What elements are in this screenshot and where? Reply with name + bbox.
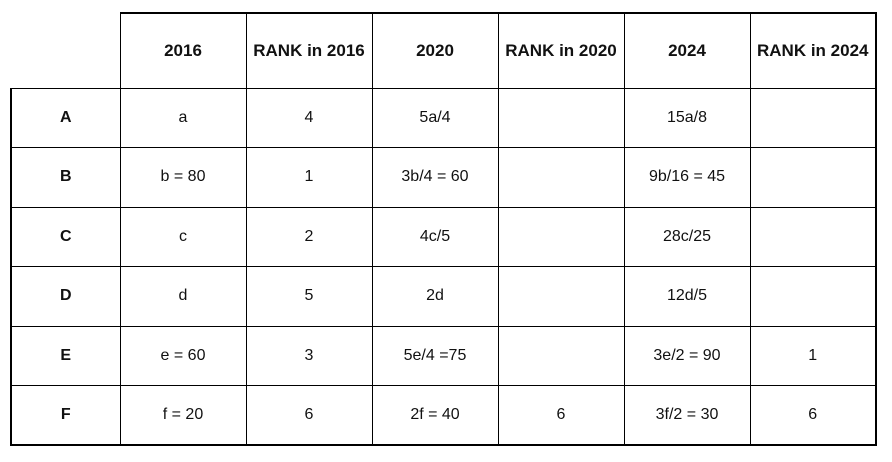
table-cell: 2 [245,206,373,267]
table-cell [749,266,877,327]
table-cell: a [119,87,247,148]
table-cell: 4 [245,87,373,148]
row-label: B [10,147,121,208]
table-cell: 3 [245,325,373,386]
table-cell [497,87,625,148]
table-cell [497,266,625,327]
row-label: F [10,385,121,446]
column-header: 2016 [119,12,247,89]
table-cell: 5 [245,266,373,327]
column-header: RANK in 2020 [497,12,625,89]
table-cell: 6 [749,385,877,446]
table-cell [749,206,877,267]
table-cell [497,206,625,267]
corner-cell [11,13,121,89]
table-cell: 3b/4 = 60 [371,147,499,208]
column-header: RANK in 2016 [245,12,373,89]
row-label: A [10,87,121,148]
table-cell: 4c/5 [371,206,499,267]
table-cell: 2d [371,266,499,327]
table-cell: 2f = 40 [371,385,499,446]
table-cell: e = 60 [119,325,247,386]
table-cell: 5e/4 =75 [371,325,499,386]
table-cell: 3f/2 = 30 [623,385,751,446]
table-cell: 3e/2 = 90 [623,325,751,386]
table-cell: 1 [749,325,877,386]
row-label: D [10,266,121,327]
table-cell: b = 80 [119,147,247,208]
table-cell: f = 20 [119,385,247,446]
table-cell: 12d/5 [623,266,751,327]
table-cell: 5a/4 [371,87,499,148]
header-row: 2016 RANK in 2016 2020 RANK in 2020 2024 RANK… [11,12,877,89]
table-cell: 28c/25 [623,206,751,267]
column-header: 2024 [623,12,751,89]
table-cell: 6 [497,385,625,446]
table-cell [749,147,877,208]
table-cell: 15a/8 [623,87,751,148]
table-cell [497,325,625,386]
row-label: E [10,325,121,386]
table-cell: 1 [245,147,373,208]
table-cell [497,147,625,208]
row-label: C [10,206,121,267]
table-cell [749,87,877,148]
column-header: RANK in 2024 [749,12,877,89]
table-cell: d [119,266,247,327]
rank-data-table: 2016 RANK in 2016 2020 RANK in 2020 2024 RANK… [10,12,877,446]
column-header: 2020 [371,12,499,89]
table-cell: c [119,206,247,267]
table-cell: 6 [245,385,373,446]
table-cell: 9b/16 = 45 [623,147,751,208]
